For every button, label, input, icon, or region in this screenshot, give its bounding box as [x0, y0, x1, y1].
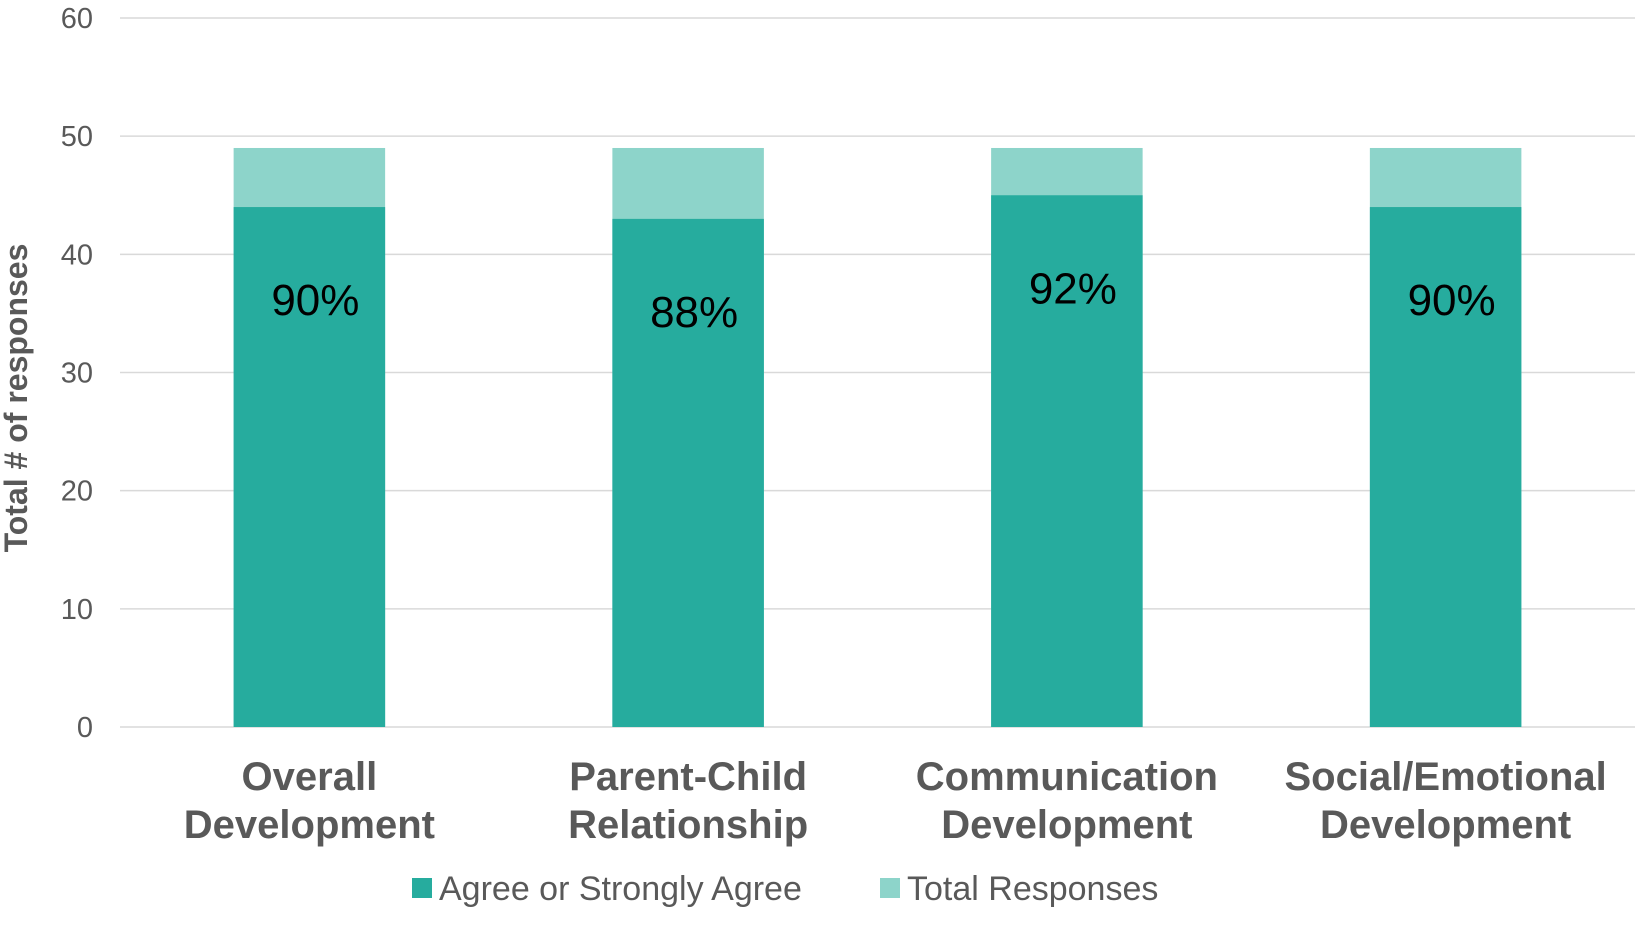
y-tick-label: 50 — [61, 121, 93, 153]
bar-agree — [1369, 207, 1522, 728]
y-axis-label: Total # of responses — [0, 244, 34, 553]
bar-agree — [991, 195, 1143, 727]
bar-agree — [233, 207, 386, 728]
x-category-label: Overall Development — [184, 755, 435, 847]
bars — [233, 147, 1522, 728]
legend-label: Agree or Strongly Agree — [439, 870, 802, 908]
bar-agree — [612, 218, 764, 727]
data-label: 90% — [271, 276, 359, 325]
legend-swatch — [412, 878, 432, 898]
legend-swatch — [880, 878, 900, 898]
y-tick-label: 40 — [61, 239, 93, 271]
x-category-label: Communication Development — [916, 755, 1218, 847]
legend: Agree or Strongly Agree Total Responses — [412, 870, 1158, 908]
y-tick-label: 20 — [61, 476, 93, 508]
data-label: 88% — [650, 288, 738, 337]
x-axis-categories: Overall Development Parent-Child Relationsh… — [184, 755, 1607, 847]
data-label: 90% — [1408, 276, 1496, 325]
y-tick-label: 30 — [61, 358, 93, 390]
y-tick-label: 0 — [77, 712, 93, 744]
data-labels: 90% 88% 92% 90% — [271, 264, 1495, 337]
x-category-label: Social/Emotional Development — [1284, 755, 1606, 847]
y-tick-label: 10 — [61, 594, 93, 626]
legend-label: Total Responses — [907, 870, 1158, 908]
y-tick-label: 60 — [61, 3, 93, 35]
data-label: 92% — [1029, 264, 1117, 313]
y-axis-ticks: 0 10 20 30 40 50 60 — [61, 3, 93, 744]
x-category-label: Parent-Child Relationship — [568, 755, 808, 847]
